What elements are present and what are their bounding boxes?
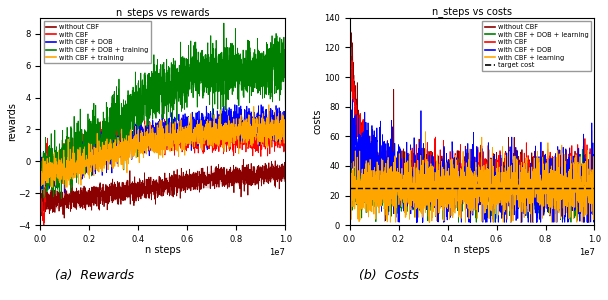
Y-axis label: rewards: rewards (7, 102, 17, 141)
Text: (b)  Costs: (b) Costs (359, 269, 419, 282)
X-axis label: n steps: n steps (145, 245, 181, 255)
Legend: without CBF, with CBF + DOB + learning, with CBF, with CBF + DOB, with CBF + lea: without CBF, with CBF + DOB + learning, … (482, 21, 591, 71)
Legend: without CBF, with CBF, with CBF + DOB, with CBF + DOB + training, with CBF + tra: without CBF, with CBF, with CBF + DOB, w… (44, 21, 151, 63)
X-axis label: n steps: n steps (454, 245, 490, 255)
Text: (a)  Rewards: (a) Rewards (55, 269, 134, 282)
Title: n_steps vs rewards: n_steps vs rewards (116, 7, 210, 18)
Y-axis label: costs: costs (313, 109, 323, 134)
Title: n_steps vs costs: n_steps vs costs (432, 8, 512, 18)
